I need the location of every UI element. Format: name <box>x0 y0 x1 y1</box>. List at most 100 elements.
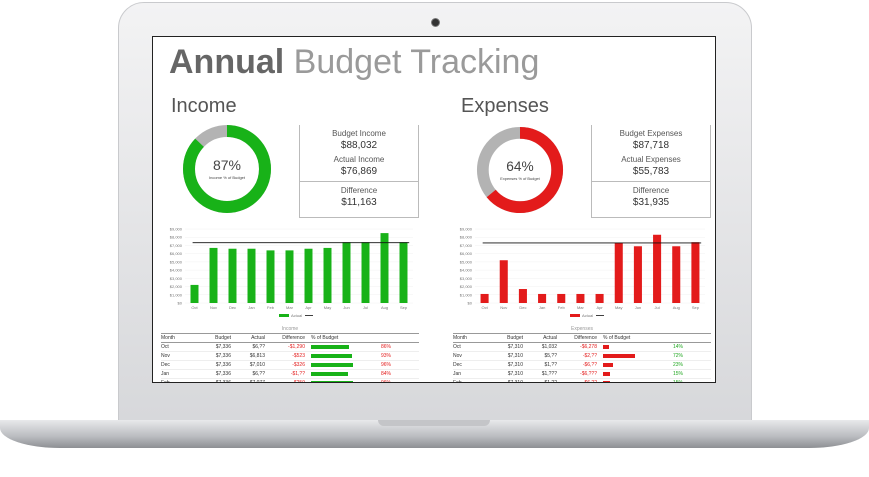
expenses-table: Expenses Month Budget Actual Difference % of… <box>453 326 711 382</box>
expenses-chart-legend-swatch <box>570 314 580 317</box>
income-cell-pct: 96% <box>380 380 391 383</box>
income-donut-arc <box>183 125 271 213</box>
expenses-cell-actual: $1,032 <box>541 344 557 350</box>
income-chart-bar <box>209 247 218 303</box>
income-chart-bar <box>342 242 351 303</box>
income-chart-xtick-label: May <box>324 305 332 310</box>
income-chart-xtick-label: Apr <box>305 305 312 310</box>
income-cell-pct: 96% <box>380 362 391 368</box>
income-cell-actual: $6,?? <box>252 371 265 377</box>
income-cell-budget: $7,336 <box>215 344 231 350</box>
expenses-chart-bar <box>499 260 508 303</box>
expenses-cell-pct: 23% <box>672 362 683 368</box>
expenses-progress-bar <box>603 381 610 382</box>
expenses-chart-ytick-label: $6,000 <box>460 251 473 256</box>
expenses-cell-bar <box>597 370 663 378</box>
income-diff-value: $11,163 <box>341 197 377 208</box>
expenses-donut-arc <box>476 126 564 214</box>
expenses-chart-xtick-label: Jul <box>655 305 660 310</box>
income-chart-bar <box>190 284 199 303</box>
income-cell-diff: -$259 <box>292 380 305 383</box>
expenses-cell-month: Nov <box>453 353 462 359</box>
income-progress-bar <box>311 354 352 358</box>
income-percent: 87% <box>213 157 241 173</box>
expenses-cell-pct: 15% <box>672 371 683 377</box>
income-chart-bar <box>285 250 294 303</box>
table-row: Dec $7,336 $7,010 -$326 96% <box>161 361 419 370</box>
page-title: Annual Budget Tracking <box>169 41 539 83</box>
expenses-budget-label: Budget Expenses <box>619 129 683 138</box>
expenses-kpis: Budget Expenses $87,718 Actual Expenses … <box>591 125 711 218</box>
expenses-chart-bar <box>672 246 681 303</box>
income-divider <box>300 181 418 182</box>
income-progress-bar <box>311 363 354 367</box>
income-diff-label: Difference <box>340 186 378 195</box>
table-row: Dec $7,310 $1,?? -$6,?? 23% <box>453 361 711 370</box>
expenses-actual-value: $55,783 <box>632 166 670 177</box>
expenses-chart-xtick-label: Jan <box>539 305 545 310</box>
income-donut-sublabel: Income % of Budget <box>209 175 246 180</box>
expenses-chart-bar <box>595 293 604 303</box>
expenses-cell-diff: -$6,??? <box>580 371 597 377</box>
expenses-chart-bar <box>557 293 566 303</box>
expenses-budget-value: $87,718 <box>632 140 670 151</box>
expenses-diff-label: Difference <box>632 186 670 195</box>
expenses-divider <box>592 181 710 182</box>
table-row: Jan $7,310 $1,??? -$6,??? 15% <box>453 370 711 379</box>
income-chart-ytick-label: $8,000 <box>170 235 183 240</box>
expenses-chart-xtick-label: Dec <box>519 305 526 310</box>
income-progress-bar <box>311 345 349 349</box>
title-light: Budget Tracking <box>293 43 540 81</box>
income-cell-month: Nov <box>161 353 170 359</box>
income-budget-value: $88,032 <box>340 140 378 151</box>
expenses-chart-xtick-label: Feb <box>558 305 566 310</box>
income-chart-xtick-label: Mar <box>286 305 294 310</box>
expenses-chart-xtick-label: Aug <box>673 305 680 310</box>
expenses-chart-bar <box>518 289 527 303</box>
expenses-percent: 64% <box>506 159 533 174</box>
expenses-progress-bar <box>603 363 614 367</box>
expenses-diff-value: $31,935 <box>632 197 670 208</box>
income-budget-label: Budget Income <box>332 129 386 138</box>
expenses-chart-bar <box>691 242 700 303</box>
income-chart-bar <box>228 248 237 303</box>
income-progress-bar <box>311 372 348 376</box>
income-cell-bar <box>305 343 371 351</box>
expenses-chart-ytick-label: $8,000 <box>460 235 473 240</box>
income-cell-diff: -$1,290 <box>288 344 305 350</box>
income-table-title: Income <box>281 326 299 332</box>
expenses-cell-actual: $1,?? <box>544 362 557 368</box>
income-header-cell: % of Budget <box>311 335 339 341</box>
expenses-chart-ytick-label: $2,000 <box>460 284 473 289</box>
camera-icon <box>431 18 440 27</box>
income-chart-ytick-label: $3,000 <box>170 276 183 281</box>
table-row: Oct $7,310 $1,032 -$6,278 14% <box>453 343 711 352</box>
expenses-progress-bar <box>603 372 610 376</box>
expenses-cell-pct: 72% <box>672 353 683 359</box>
expenses-chart-ytick-label: $7,000 <box>460 243 473 248</box>
table-row: Feb $7,336 $7,077 -$259 96% <box>161 379 419 383</box>
income-cell-actual: $7,077 <box>249 380 265 383</box>
income-cell-actual: $6,?? <box>252 344 265 350</box>
income-chart: $0 $1,000 $2,000 $3,000 $4,000 $5,000 $6,000 $7… <box>170 227 413 318</box>
expenses-progress-bar <box>603 345 610 349</box>
income-cell-diff: -$1,?? <box>290 371 305 377</box>
expenses-cell-budget: $7,310 <box>507 353 523 359</box>
expenses-table-header: Month Budget Actual Difference % of Budget <box>453 333 711 343</box>
income-cell-budget: $7,336 <box>215 353 231 359</box>
expenses-chart-bar <box>538 293 547 303</box>
expenses-actual-label: Actual Expenses <box>621 155 681 164</box>
expenses-chart-bar <box>614 242 623 303</box>
income-chart-xtick-label: Dec <box>229 305 236 310</box>
income-chart-bar <box>266 250 275 303</box>
income-heading: Income <box>171 95 237 117</box>
income-cell-month: Feb <box>161 380 170 383</box>
expenses-chart-xtick-label: Sep <box>692 305 700 310</box>
income-cell-pct: 84% <box>380 371 391 377</box>
income-cell-actual: $6,813 <box>249 353 265 359</box>
income-chart-xtick-label: Sep <box>400 305 408 310</box>
income-header-cell: Month <box>161 335 175 341</box>
expenses-chart-ytick-label: $5,000 <box>460 259 473 264</box>
expenses-cell-bar <box>597 361 663 369</box>
